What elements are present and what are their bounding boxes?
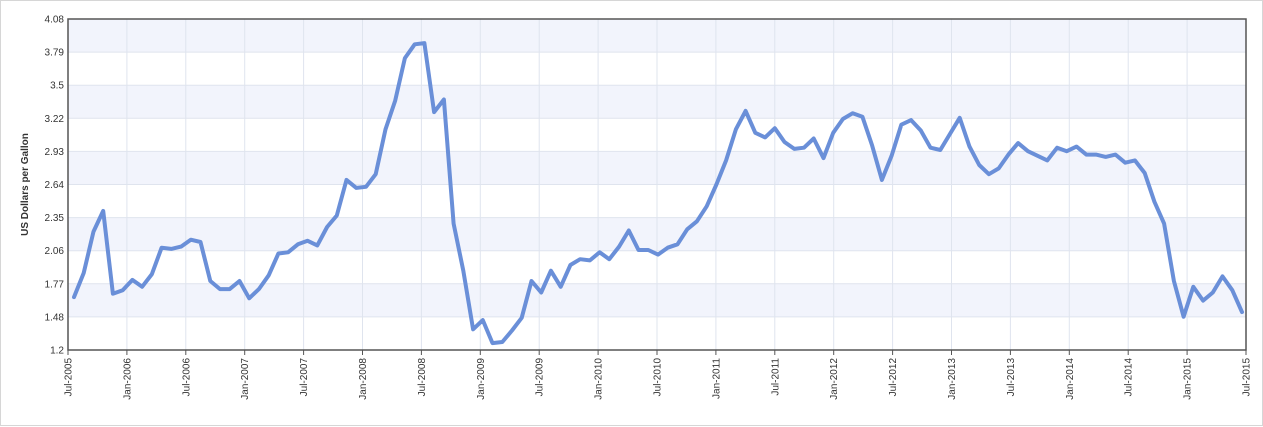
- y-tick-label: 1.2: [50, 346, 64, 357]
- x-tick-label: Jul-2005: [64, 358, 75, 397]
- x-tick-label: Jul-2013: [1006, 358, 1017, 397]
- y-tick-label: 1.48: [45, 312, 65, 323]
- x-axis-ticks: Jul-2005 Jan-2006 Jul-2006 Jan-2007 Jul-2007…: [64, 350, 1253, 400]
- x-tick-label: Jul-2012: [888, 358, 899, 397]
- y-tick-label: 2.93: [45, 147, 65, 158]
- x-tick-label: Jan-2013: [947, 358, 958, 400]
- x-tick-label: Jan-2008: [358, 358, 369, 400]
- x-tick-label: Jul-2008: [417, 358, 428, 397]
- y-tick-label: 2.35: [45, 213, 65, 224]
- x-tick-label: Jan-2014: [1065, 358, 1076, 400]
- x-tick-label: Jul-2015: [1242, 358, 1253, 397]
- gridlines: [68, 19, 1246, 350]
- y-axis-title: US Dollars per Gallon: [20, 133, 31, 236]
- x-tick-label: Jan-2012: [829, 358, 840, 400]
- x-tick-label: Jul-2010: [653, 358, 664, 397]
- x-tick-label: Jan-2006: [122, 358, 133, 400]
- y-tick-label: 1.77: [45, 279, 65, 290]
- x-tick-label: Jul-2009: [535, 358, 546, 397]
- series-layer: [72, 41, 1244, 346]
- x-tick-label: Jan-2015: [1183, 358, 1194, 400]
- x-tick-label: Jul-2014: [1124, 358, 1135, 397]
- y-tick-label: 2.06: [45, 246, 65, 257]
- y-tick-label: 3.79: [45, 48, 65, 59]
- x-tick-label: Jul-2011: [770, 358, 781, 396]
- x-tick-label: Jan-2010: [594, 358, 605, 400]
- x-tick-label: Jul-2006: [181, 358, 192, 397]
- y-axis-ticks: 1.2 1.48 1.77 2.06 2.35 2.64 2.93 3.22 3.5 3.79 4.…: [45, 15, 65, 357]
- x-tick-label: Jan-2009: [476, 358, 487, 400]
- y-tick-label: 3.22: [45, 114, 65, 125]
- x-tick-label: Jul-2007: [299, 358, 310, 397]
- y-tick-label: 4.08: [45, 15, 65, 26]
- series-line: [72, 41, 1244, 346]
- y-tick-label: 3.5: [50, 81, 64, 92]
- x-tick-label: Jan-2011: [711, 358, 722, 399]
- y-tick-label: 2.64: [45, 180, 65, 191]
- x-tick-label: Jan-2007: [240, 358, 251, 400]
